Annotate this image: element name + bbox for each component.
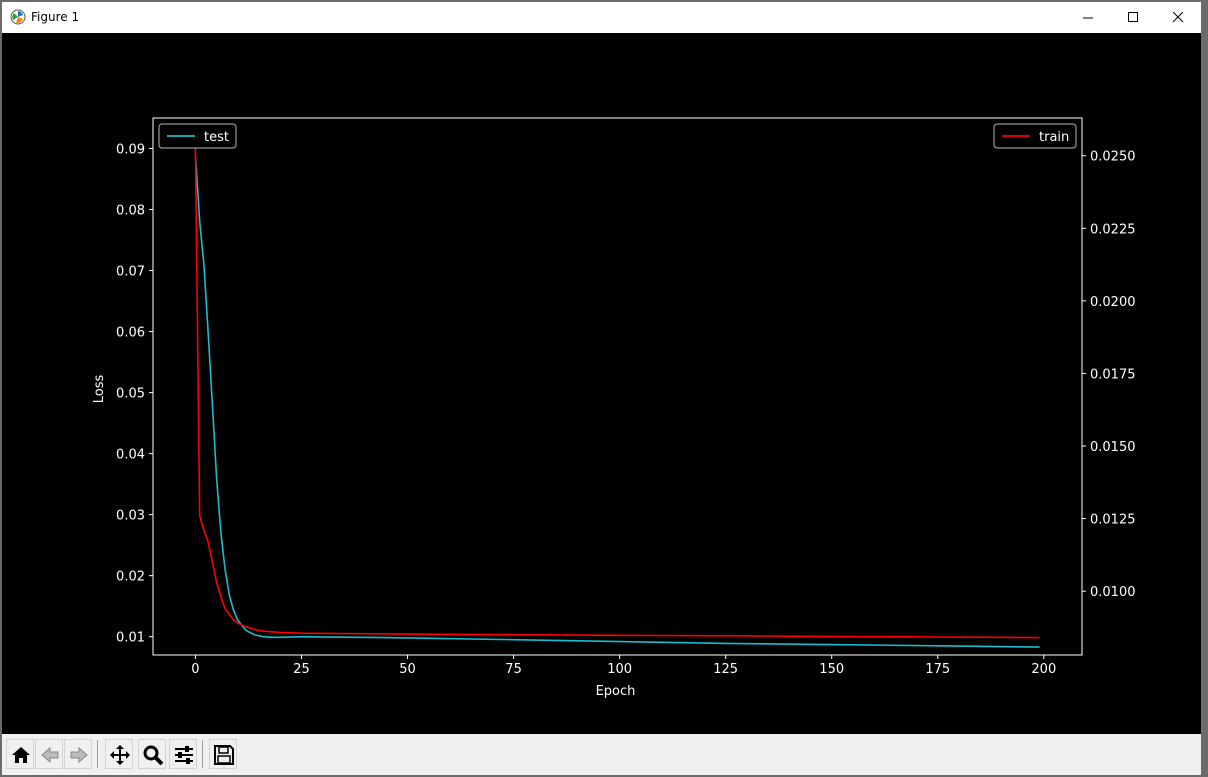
window-title: Figure 1 xyxy=(31,10,80,24)
y-tick-label: 0.02 xyxy=(116,570,145,585)
close-button[interactable] xyxy=(1155,2,1201,33)
x-tick-label: 50 xyxy=(399,662,416,677)
y-tick-label: 0.01 xyxy=(116,631,145,646)
x-tick-label: 200 xyxy=(1031,662,1056,677)
save-button[interactable] xyxy=(209,739,237,769)
x-axis-label: Epoch xyxy=(596,684,636,699)
y-tick-label: 0.05 xyxy=(116,387,145,402)
legend-box-train xyxy=(993,123,1077,149)
y2-tick-label: 0.0150 xyxy=(1090,440,1136,455)
matplotlib-icon xyxy=(10,9,26,25)
back-button[interactable] xyxy=(35,739,63,769)
y2-tick-label: 0.0100 xyxy=(1090,585,1136,600)
maximize-icon xyxy=(1128,12,1138,22)
save-disk-icon xyxy=(214,745,234,765)
y-tick-label: 0.03 xyxy=(116,509,145,524)
navigation-toolbar xyxy=(2,734,1201,775)
y-tick-label: 0.09 xyxy=(116,143,145,158)
y-tick-label: 0.06 xyxy=(116,326,145,341)
y-tick-label: 0.04 xyxy=(116,448,145,463)
home-icon xyxy=(12,747,30,763)
y-tick-label: 0.08 xyxy=(116,204,145,219)
figure-canvas[interactable]: 0 25 50 75 100 125 150 175 200 0.01 0.02 0.03 0.04 0.… xyxy=(2,33,1201,734)
x-tick-label: 75 xyxy=(505,662,522,677)
x-tick-label: 125 xyxy=(713,662,738,677)
x-tick-label: 150 xyxy=(819,662,844,677)
series-line-test xyxy=(194,154,1040,648)
back-arrow-icon xyxy=(41,746,59,764)
x-tick-label: 100 xyxy=(607,662,632,677)
forward-button[interactable] xyxy=(64,739,92,769)
sliders-icon xyxy=(175,746,193,764)
zoom-magnifier-icon xyxy=(143,745,164,766)
y2-tick-label: 0.0250 xyxy=(1090,150,1136,165)
legend-label-test: test xyxy=(204,130,229,145)
forward-arrow-icon xyxy=(70,746,88,764)
x-tick-label: 25 xyxy=(293,662,310,677)
maximize-button[interactable] xyxy=(1110,2,1156,33)
y-axis-label: Loss xyxy=(92,375,107,404)
toolbar-separator xyxy=(97,740,98,768)
title-bar[interactable]: Figure 1 xyxy=(2,2,1201,33)
toolbar-separator xyxy=(202,740,203,768)
y-tick-label: 0.07 xyxy=(116,265,145,280)
x-tick-label: 0 xyxy=(191,662,199,677)
zoom-button[interactable] xyxy=(138,739,166,769)
close-icon xyxy=(1173,12,1184,23)
minimize-icon xyxy=(1083,17,1093,19)
pan-button[interactable] xyxy=(105,739,133,769)
y2-tick-label: 0.0225 xyxy=(1090,222,1136,237)
legend-box-test xyxy=(158,123,237,149)
x-tick-label: 175 xyxy=(925,662,950,677)
y2-tick-label: 0.0125 xyxy=(1090,513,1136,528)
legend-label-train: train xyxy=(1039,130,1069,145)
home-button[interactable] xyxy=(6,739,34,769)
y2-tick-label: 0.0200 xyxy=(1090,295,1136,310)
series-line-train xyxy=(194,146,1040,639)
y2-tick-label: 0.0175 xyxy=(1090,367,1136,382)
minimize-button[interactable] xyxy=(1065,2,1111,33)
configure-subplots-button[interactable] xyxy=(169,739,197,769)
loss-chart: 0 25 50 75 100 125 150 175 200 0.01 0.02 0.03 0.04 0.… xyxy=(92,117,1136,699)
axes-frame xyxy=(152,117,1083,656)
pan-move-icon xyxy=(110,745,130,765)
